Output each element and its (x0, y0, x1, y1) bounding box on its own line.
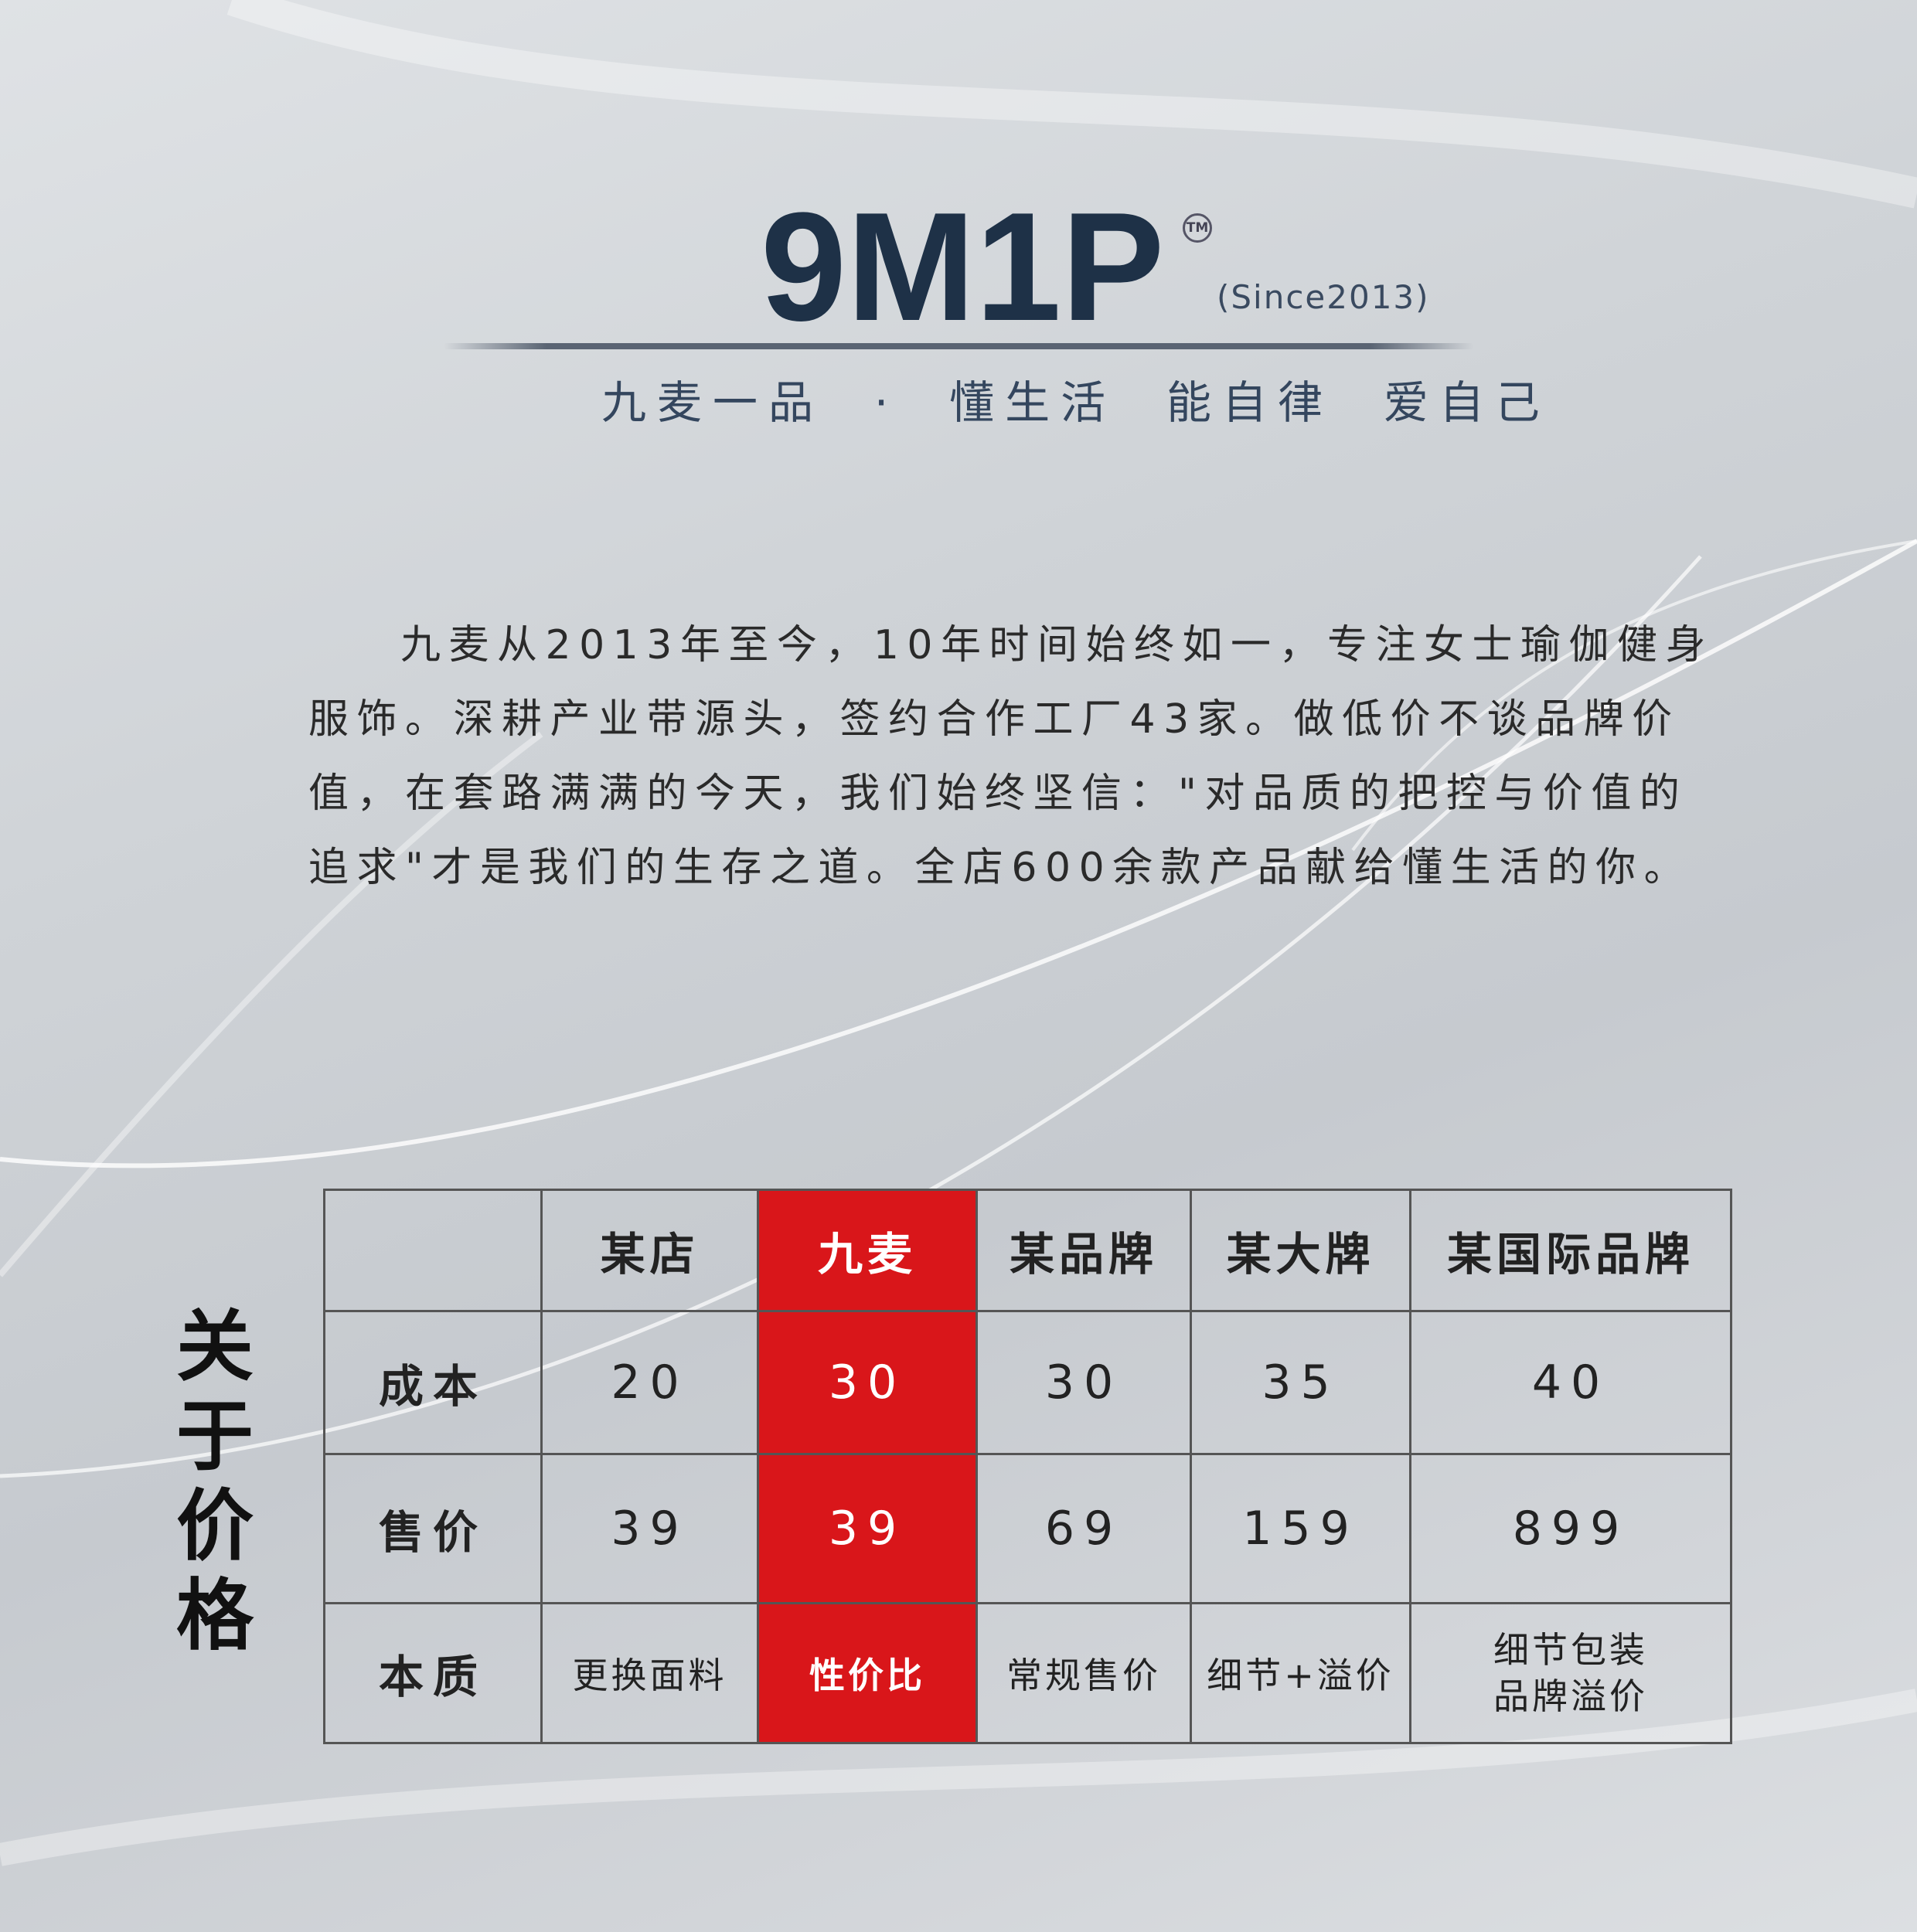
title-char: 价 (176, 1481, 254, 1571)
row-label: 售价 (323, 1453, 543, 1604)
title-char: 关 (176, 1301, 254, 1392)
table-cell: 常规售价 (976, 1602, 1192, 1744)
table-cell: 159 (1190, 1453, 1411, 1604)
row-label: 成本 (323, 1310, 543, 1455)
header-cell: 某店 (540, 1189, 759, 1312)
brand-logo: 9M1P (761, 181, 1165, 353)
table-cell: 899 (1409, 1453, 1732, 1604)
table-cell: 30 (757, 1310, 978, 1455)
table-cell: 39 (757, 1453, 978, 1604)
table-cell: 细节+溢价 (1190, 1602, 1411, 1744)
header-cell: 九麦 (757, 1189, 978, 1312)
row-label: 本质 (323, 1602, 543, 1744)
intro-line: 九麦从2013年至今，10年时间始终如一，专注女士瑜伽健身 (400, 622, 1714, 668)
title-char: 格 (176, 1570, 254, 1661)
table-cell: 35 (1190, 1310, 1411, 1455)
intro-paragraph: 九麦从2013年至今，10年时间始终如一，专注女士瑜伽健身 服饰。深耕产业带源头… (308, 618, 1714, 915)
header-cell: 某大牌 (1190, 1189, 1411, 1312)
table-cell: 性价比 (757, 1602, 978, 1744)
table-row: 成本 20 30 30 35 40 (323, 1310, 1732, 1455)
trademark-icon: TM (1183, 213, 1212, 243)
table-row: 售价 39 39 69 159 899 (323, 1453, 1732, 1604)
brand-tagline: 九麦一品 · 懂生活 能自律 爱自己 (601, 376, 1551, 429)
table-cell: 30 (976, 1310, 1192, 1455)
table-cell: 39 (540, 1453, 759, 1604)
intro-line: 值，在套路满满的今天，我们始终坚信："对品质的把控与价值的 (308, 770, 1688, 817)
cell-line: 品牌溢价 (1493, 1675, 1648, 1717)
header-cell: 某品牌 (976, 1189, 1192, 1312)
table-cell: 细节包装 品牌溢价 (1409, 1602, 1732, 1744)
table-cell: 20 (540, 1310, 759, 1455)
table-cell: 40 (1409, 1310, 1732, 1455)
table-row: 本质 更换面料 性价比 常规售价 细节+溢价 细节包装 品牌溢价 (323, 1602, 1732, 1744)
intro-line: 追求"才是我们的生存之道。全店600余款产品献给懂生活的你。 (308, 845, 1693, 891)
table-header-row: 某店 九麦 某品牌 某大牌 某国际品牌 (323, 1189, 1732, 1312)
title-char: 于 (176, 1391, 254, 1481)
table-cell: 69 (976, 1453, 1192, 1604)
table-cell: 更换面料 (540, 1602, 759, 1744)
header-cell: 某国际品牌 (1409, 1189, 1732, 1312)
brand-since: (Since2013) (1217, 278, 1430, 316)
intro-line: 服饰。深耕产业带源头，签约合作工厂43家。做低价不谈品牌价 (308, 696, 1680, 743)
cell-line: 细节包装 (1493, 1629, 1648, 1671)
divider (444, 343, 1473, 349)
header-cell (323, 1189, 543, 1312)
price-comparison-table: 某店 九麦 某品牌 某大牌 某国际品牌 成本 20 30 30 35 40 售价… (323, 1189, 1732, 1744)
section-title: 关 于 价 格 (176, 1302, 254, 1661)
